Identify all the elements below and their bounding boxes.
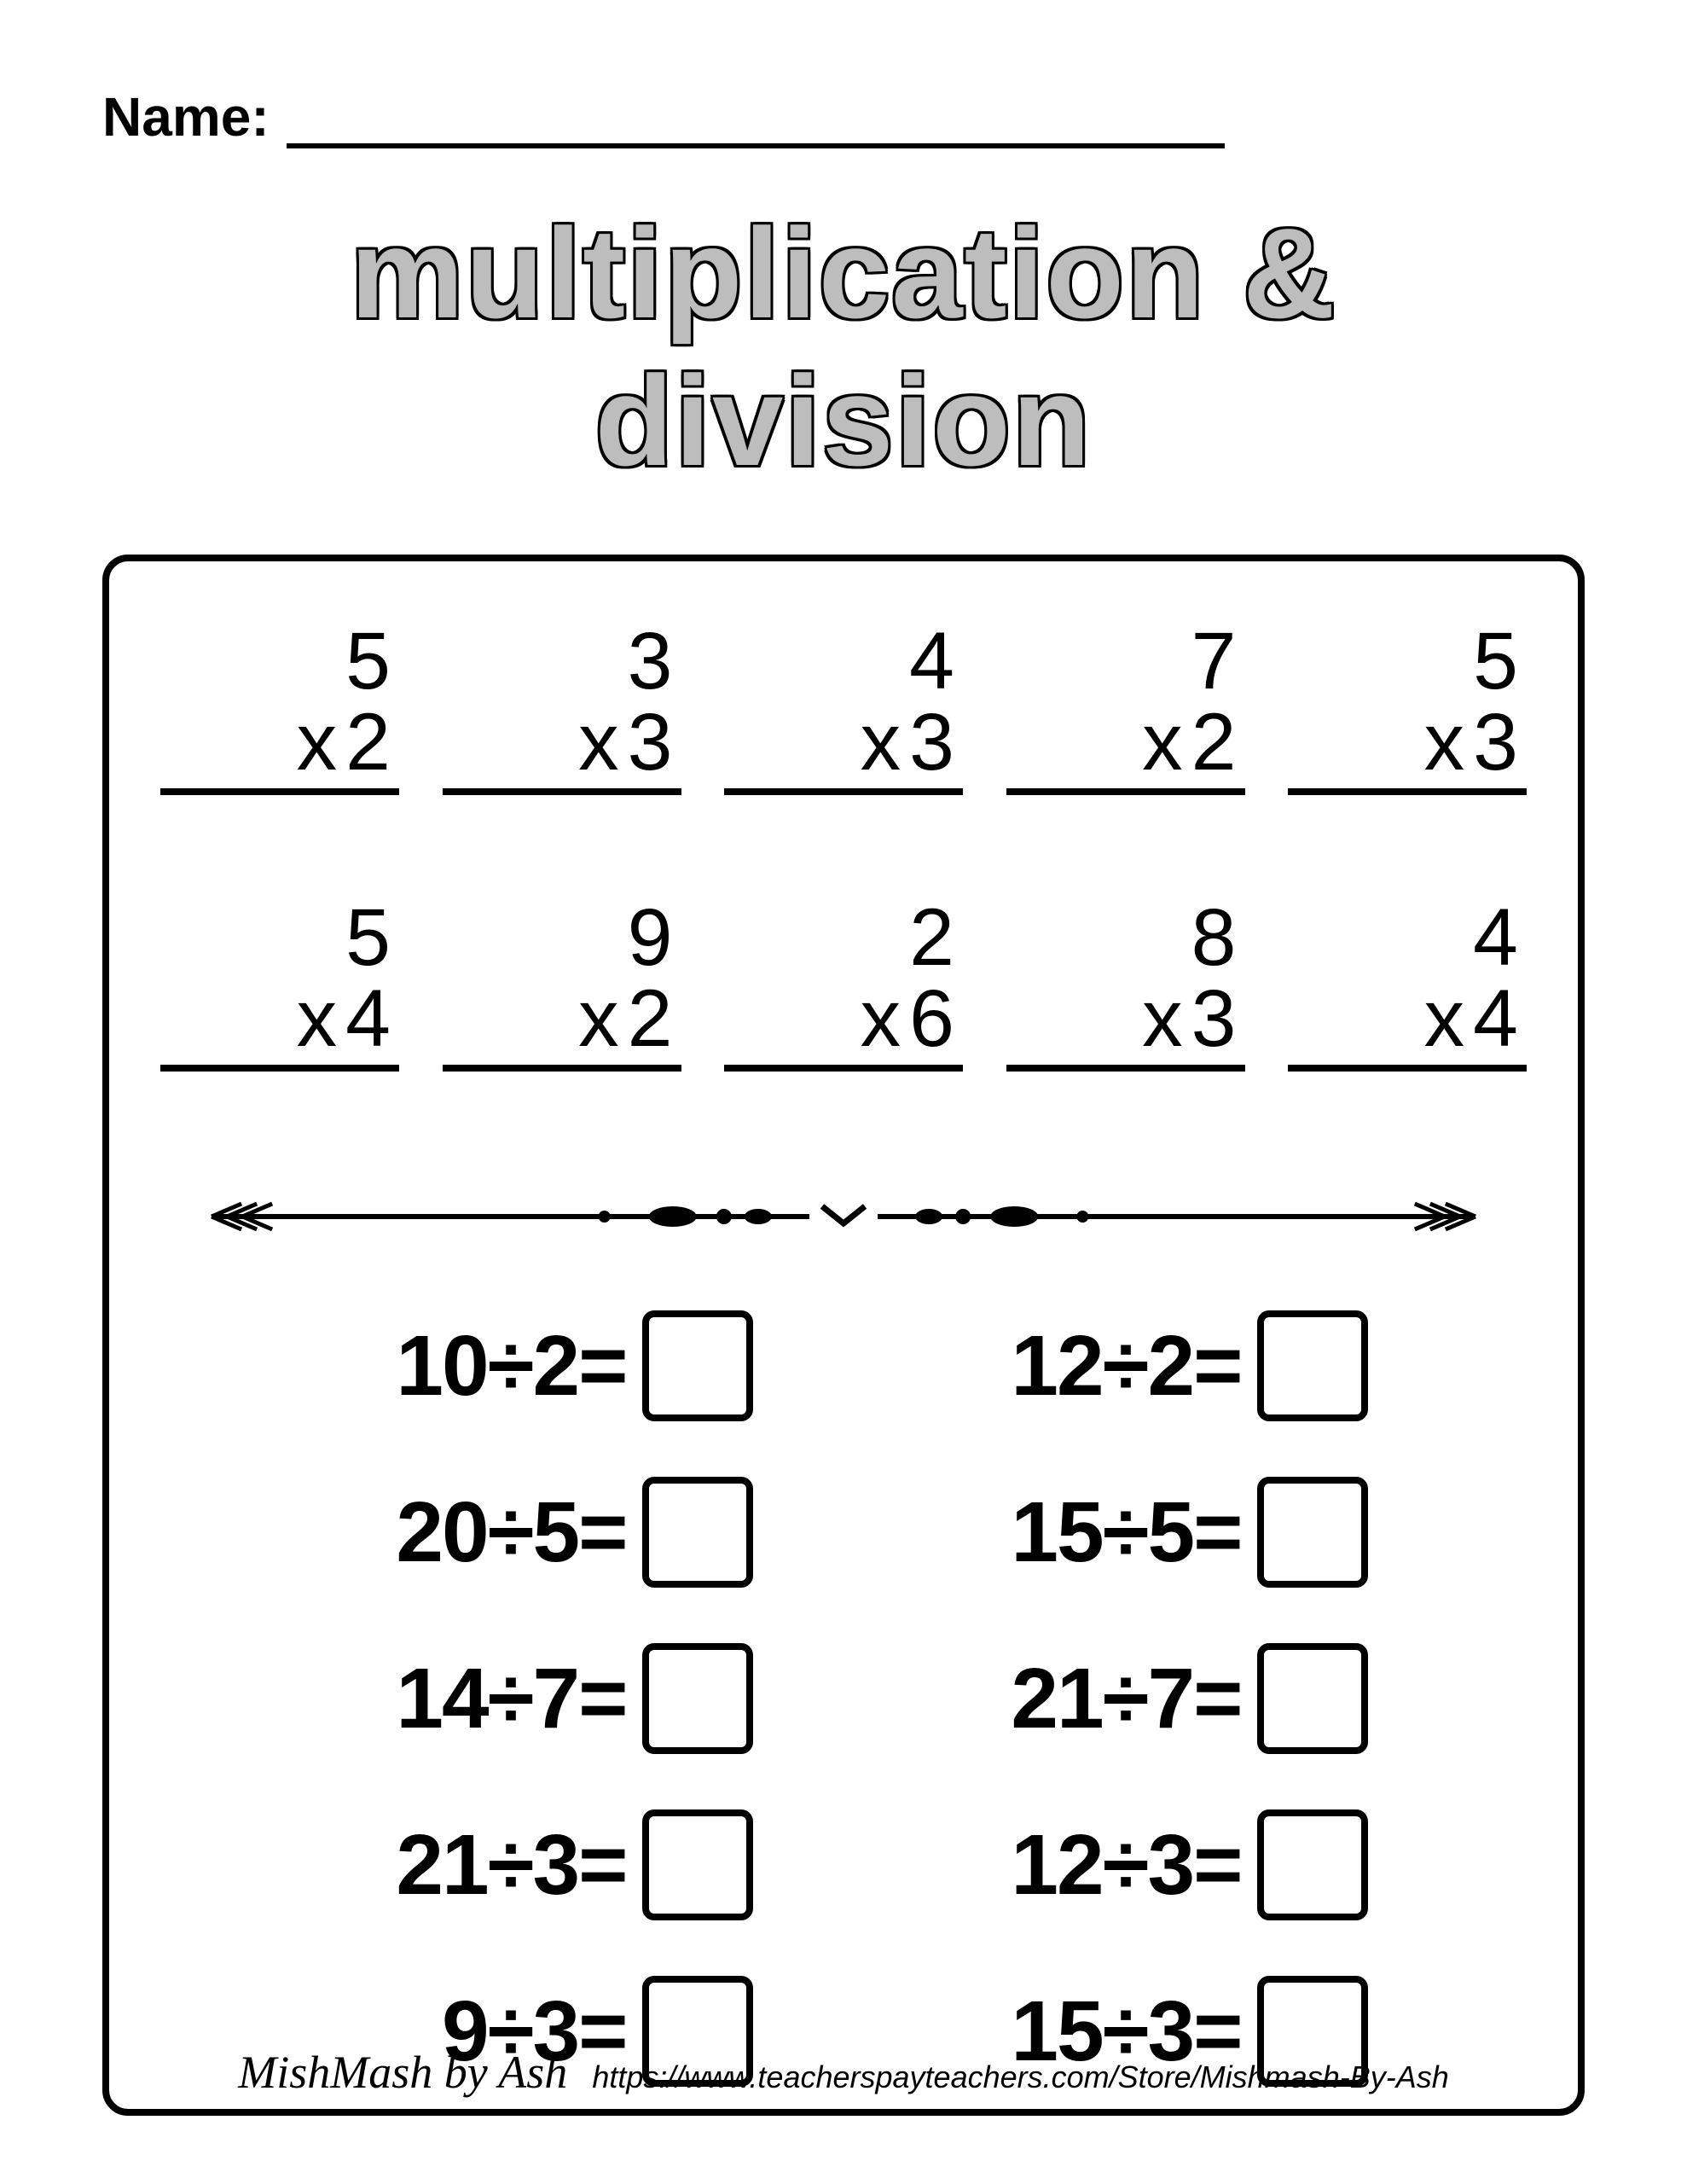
div-problem: 15÷5= [935,1477,1368,1588]
div-problem: 12÷3= [935,1809,1368,1920]
mult-problem[interactable]: 4 x3 [724,621,963,795]
division-section: 10÷2= 20÷5= 14÷7= 21÷3= 9÷3= 12÷2= [160,1310,1527,2087]
div-expression: 20÷5= [320,1484,627,1582]
mult-top: 5 [160,621,399,702]
mult-top: 9 [443,897,681,979]
div-problem: 10÷2= [320,1310,753,1421]
mult-top: 8 [1006,897,1245,979]
worksheet-title: multiplication & division [102,200,1585,495]
mult-problem[interactable]: 7 x2 [1006,621,1245,795]
div-problem: 12÷2= [935,1310,1368,1421]
name-field-row: Name: [102,85,1585,148]
mult-problem[interactable]: 5 x3 [1288,621,1527,795]
div-expression: 12÷3= [935,1816,1242,1914]
div-expression: 21÷7= [935,1650,1242,1748]
mult-bottom: x4 [1288,979,1527,1072]
division-column-1: 10÷2= 20÷5= 14÷7= 21÷3= 9÷3= [320,1310,753,2087]
div-problem: 14÷7= [320,1643,753,1754]
mult-top: 5 [160,897,399,979]
mult-problem[interactable]: 3 x3 [443,621,681,795]
answer-box[interactable] [642,1809,753,1920]
answer-box[interactable] [1257,1643,1368,1754]
mult-top: 3 [443,621,681,702]
arrow-divider-icon [160,1199,1527,1234]
div-expression: 10÷2= [320,1317,627,1415]
mult-bottom: x6 [724,979,963,1072]
div-expression: 14÷7= [320,1650,627,1748]
mult-problem[interactable]: 8 x3 [1006,897,1245,1072]
multiplication-row-2: 5 x4 9 x2 2 x6 8 x3 4 x4 [160,897,1527,1072]
answer-box[interactable] [642,1310,753,1421]
mult-top: 4 [724,621,963,702]
name-label: Name: [102,85,270,148]
footer-url: https://www.teacherspayteachers.com/Stor… [592,2059,1448,2094]
div-expression: 21÷3= [320,1816,627,1914]
mult-top: 7 [1006,621,1245,702]
answer-box[interactable] [642,1477,753,1588]
mult-problem[interactable]: 5 x2 [160,621,399,795]
multiplication-section: 5 x2 3 x3 4 x3 7 x2 5 x3 5 x4 [160,621,1527,1072]
answer-box[interactable] [1257,1809,1368,1920]
multiplication-row-1: 5 x2 3 x3 4 x3 7 x2 5 x3 [160,621,1527,795]
div-expression: 15÷5= [935,1484,1242,1582]
mult-top: 5 [1288,621,1527,702]
mult-problem[interactable]: 4 x4 [1288,897,1527,1072]
mult-bottom: x2 [160,702,399,795]
mult-bottom: x3 [443,702,681,795]
mult-top: 2 [724,897,963,979]
mult-bottom: x3 [724,702,963,795]
mult-bottom: x2 [443,979,681,1072]
answer-box[interactable] [1257,1310,1368,1421]
mult-problem[interactable]: 9 x2 [443,897,681,1072]
mult-bottom: x2 [1006,702,1245,795]
mult-problem[interactable]: 5 x4 [160,897,399,1072]
mult-top: 4 [1288,897,1527,979]
div-problem: 20÷5= [320,1477,753,1588]
div-problem: 21÷3= [320,1809,753,1920]
footer-credit: MishMash by Ash https://www.teacherspayt… [109,2046,1578,2099]
mult-bottom: x3 [1006,979,1245,1072]
worksheet-box: 5 x2 3 x3 4 x3 7 x2 5 x3 5 x4 [102,555,1585,2116]
mult-problem[interactable]: 2 x6 [724,897,963,1072]
mult-bottom: x4 [160,979,399,1072]
div-problem: 21÷7= [935,1643,1368,1754]
answer-box[interactable] [1257,1477,1368,1588]
name-blank-line[interactable] [287,106,1225,148]
footer-brand: MishMash by Ash [238,2047,567,2098]
division-column-2: 12÷2= 15÷5= 21÷7= 12÷3= 15÷3= [935,1310,1368,2087]
mult-bottom: x3 [1288,702,1527,795]
answer-box[interactable] [642,1643,753,1754]
div-expression: 12÷2= [935,1317,1242,1415]
